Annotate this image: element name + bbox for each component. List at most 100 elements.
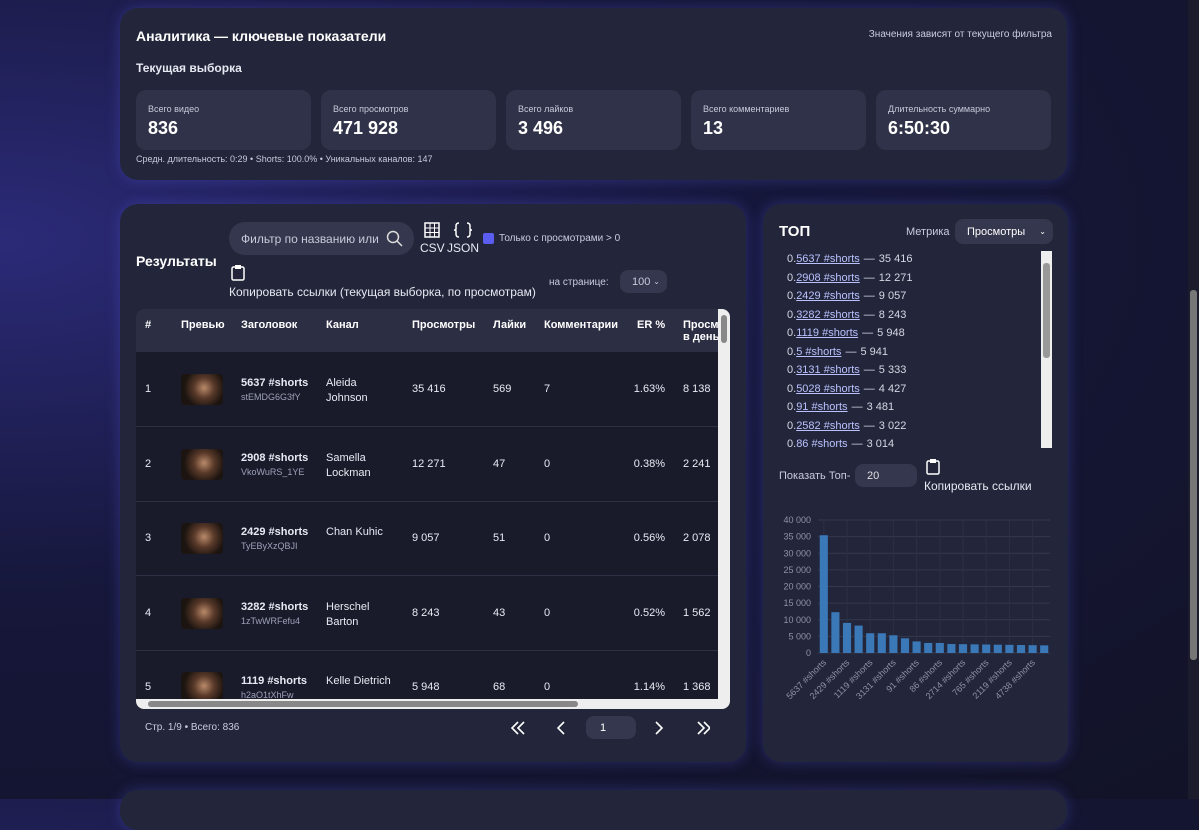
stat-value: 471 928 <box>333 118 399 138</box>
rank <box>787 364 796 376</box>
top-item: 1119 #shorts —5 948 <box>787 327 912 346</box>
search-input[interactable]: Фильтр по названию или <box>229 222 414 255</box>
stat-label: Всего видео <box>148 104 200 114</box>
show-top-input[interactable]: 20 <box>855 464 917 487</box>
copy-links[interactable]: Копировать ссылки (текущая выборка, по п… <box>229 285 536 299</box>
thumbnail <box>181 374 223 405</box>
top-item: 5 #shorts —5 941 <box>787 346 912 365</box>
per-page-value: 100 <box>632 275 651 288</box>
row-divider <box>136 500 718 502</box>
top-list-box: 5637 #shorts —35 416 2908 #shorts —12 271 24… <box>779 251 1052 448</box>
y-tick-label: 0 <box>806 648 811 658</box>
cell: 43 <box>493 606 506 619</box>
sort-icon <box>414 335 422 345</box>
cell: 1 562 <box>683 606 711 619</box>
column-header: Лайки <box>493 319 527 331</box>
cell: 9 057 <box>412 532 440 544</box>
results-card: Результаты Фильтр по названию или CSV JS… <box>120 204 746 762</box>
y-tick-label: 15 000 <box>783 598 811 608</box>
thumbnail <box>181 672 223 699</box>
top-value: 3 022 <box>878 419 907 432</box>
column-header: Заголовок <box>241 319 298 331</box>
separator: — <box>863 364 875 376</box>
top-link[interactable]: 2908 #shorts <box>796 271 860 284</box>
rank <box>787 420 796 432</box>
checkbox[interactable] <box>483 233 494 244</box>
show-top-value: 20 <box>867 469 880 482</box>
channel: Aleida Johnson <box>326 377 368 404</box>
stat-label: Всего лайков <box>518 104 574 114</box>
cell: 7 <box>544 383 551 395</box>
metric-select[interactable]: Просмотры ⌄ <box>955 219 1053 244</box>
rank <box>787 346 796 358</box>
v-scrollbar[interactable] <box>718 309 730 699</box>
page-scrollbar[interactable] <box>1188 0 1199 799</box>
y-tick-label: 20 000 <box>783 582 811 592</box>
rank <box>787 272 796 284</box>
separator: — <box>845 345 857 358</box>
footnote: Средн. длительность: 0:29 • Shorts: 100.… <box>136 154 433 164</box>
top-link[interactable]: 2429 #shorts <box>796 290 860 302</box>
search-icon <box>386 230 403 247</box>
top-value: 9 057 <box>878 290 907 302</box>
table-header <box>136 309 718 352</box>
separator: — <box>863 290 875 302</box>
cell: 1.14% <box>633 681 665 693</box>
stat-card: Длительность суммарно 6:50:30 <box>876 90 1051 150</box>
top-link[interactable]: 2582 #shorts <box>796 419 860 432</box>
video-title: 5637 #shorts <box>241 377 309 389</box>
pager-buttons[interactable] <box>510 718 710 738</box>
cell: 35 416 <box>412 383 446 395</box>
top-link[interactable]: 5637 #shorts <box>796 253 860 265</box>
cell: 0.38% <box>633 457 665 470</box>
page-value: 1 <box>600 721 607 734</box>
column-header: Просмотров в день <box>683 319 718 343</box>
per-page-select[interactable]: 100 ⌄ <box>620 270 667 293</box>
csv-button[interactable]: CSV <box>420 222 445 255</box>
top-link[interactable]: 5 #shorts <box>796 345 842 358</box>
separator: — <box>863 253 875 265</box>
rank <box>787 383 796 395</box>
column-header: # <box>145 319 152 331</box>
bar <box>993 644 1002 653</box>
stat-value: 3 496 <box>518 118 564 138</box>
top-link[interactable]: 5028 #shorts <box>796 382 860 395</box>
title: Аналитика — ключевые показатели <box>136 28 387 44</box>
top-link[interactable]: 1119 #shorts <box>796 327 859 339</box>
json-button[interactable]: JSON <box>447 222 479 255</box>
top-value: 3 481 <box>866 401 895 413</box>
top-value: 4 427 <box>878 382 907 395</box>
video-id: stEMDG6G3fY <box>241 392 301 402</box>
cell: 12 271 <box>412 457 446 470</box>
rank <box>787 290 796 302</box>
copy-top-links[interactable]: Копировать ссылки <box>924 479 1032 493</box>
top-item: 5637 #shorts —35 416 <box>787 253 912 272</box>
clipboard-icon <box>926 459 940 475</box>
bar <box>819 535 828 653</box>
top-link[interactable]: 3131 #shorts <box>796 364 860 376</box>
bar <box>947 644 956 653</box>
h-scrollbar[interactable] <box>136 699 730 709</box>
subtitle: Текущая выборка <box>136 61 242 75</box>
bar <box>900 638 910 653</box>
separator: — <box>863 419 875 432</box>
clipboard-icon <box>231 265 245 281</box>
top-value: 3 014 <box>866 438 895 448</box>
column-header: Просмотры <box>412 319 476 331</box>
video-title: 3282 #shorts <box>241 600 309 613</box>
cell: 5 948 <box>412 681 440 693</box>
page-input[interactable]: 1 <box>586 716 636 739</box>
results-title: Результаты <box>136 253 217 269</box>
top-link[interactable]: 86 #shorts <box>796 438 848 448</box>
bar <box>842 622 852 653</box>
cell: 1.63% <box>633 383 665 395</box>
top-link[interactable]: 91 #shorts <box>796 401 848 413</box>
bar <box>935 642 944 653</box>
top-value: 35 416 <box>878 253 913 265</box>
bar <box>970 644 979 653</box>
cell: 2 078 <box>683 532 711 544</box>
list-scrollbar[interactable] <box>1041 251 1052 448</box>
separator: — <box>863 308 875 321</box>
top-link[interactable]: 3282 #shorts <box>796 308 860 321</box>
bar <box>912 641 921 653</box>
